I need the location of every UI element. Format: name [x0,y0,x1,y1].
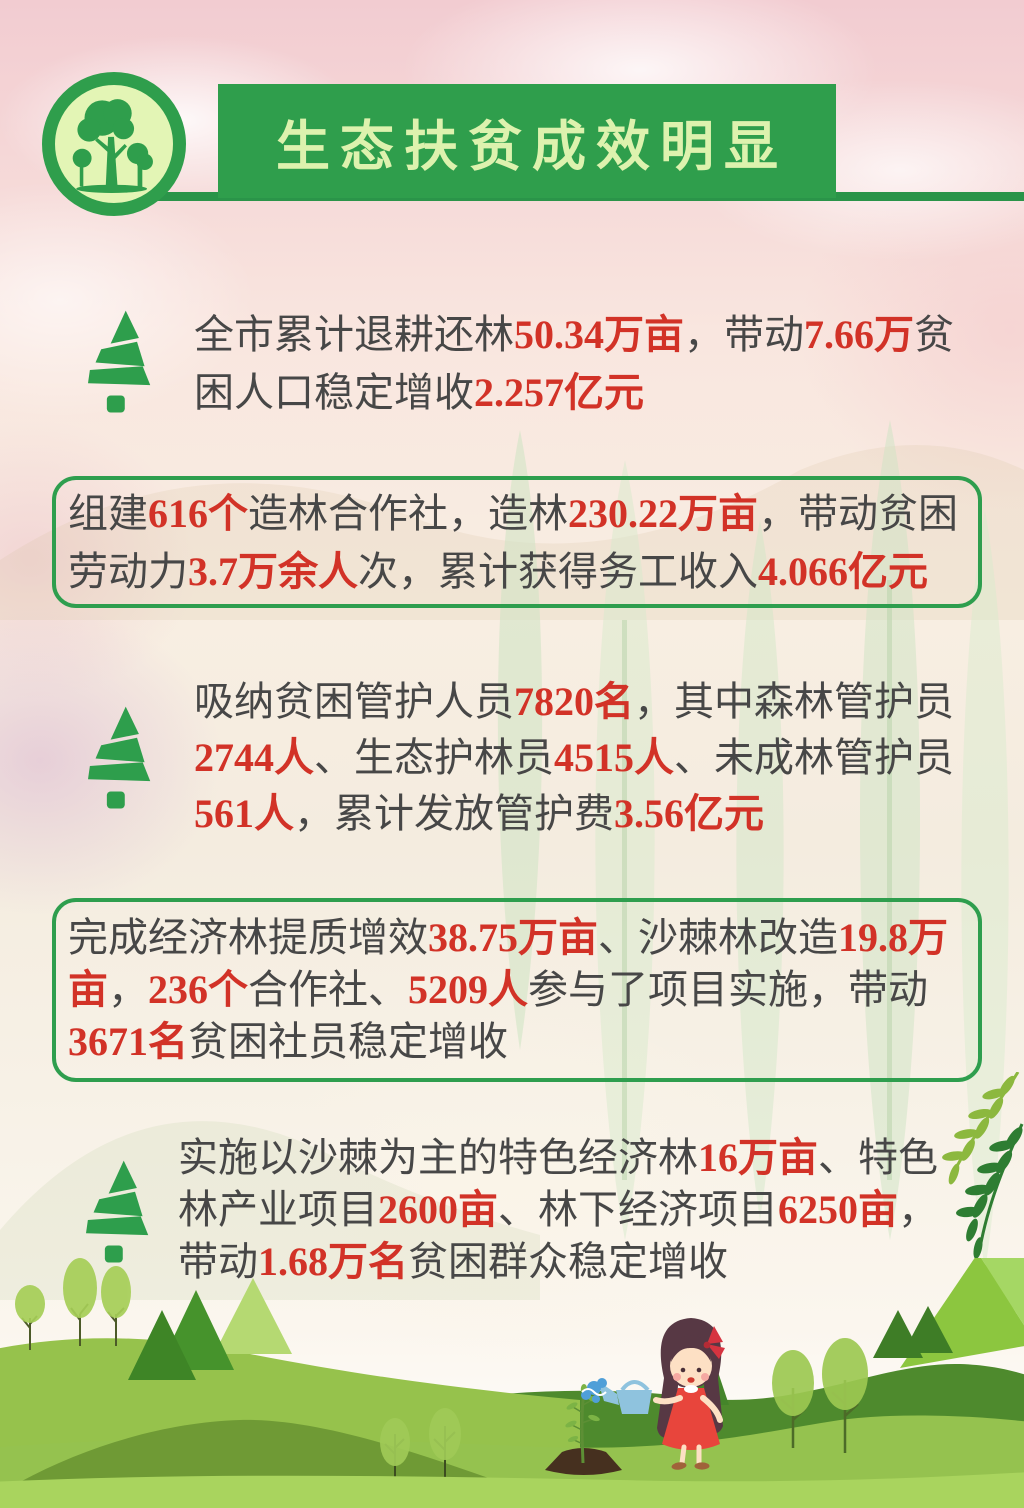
text-line: 2744人、生态护林员4515人、未成林管护员 [194,735,954,780]
girl-left-arm [653,1395,683,1405]
water-splash [581,1378,607,1403]
girl-cheeks [673,1373,709,1381]
text-line: 林产业项目2600亩、林下经济项目6250亩， [178,1187,938,1232]
left-oval-trees-crowns [15,1258,131,1323]
text-line: 3671名贫困社员稳定增收 [68,1019,508,1064]
stat-text-3: 吸纳贫困管护人员7820名，其中森林管护员 2744人、生态护林员4515人、未成… [194,674,954,842]
text-line: 组建616个造林合作社，造林230.22万亩，带动贫困 [68,491,958,536]
girl-legs [679,1444,702,1466]
right-round-trees [772,1338,868,1453]
pine-tree-icon [88,310,151,413]
foreground-grass [0,1472,1024,1508]
girl-right-arm [700,1395,723,1423]
stat-box-2: 完成经济林提质增效38.75万亩、沙棘林改造19.8万 亩，236个合作社、520… [52,898,982,1082]
left-pine-cluster [128,1278,292,1380]
text-line: 劳动力3.7万余人次，累计获得务工收入4.066亿元 [68,549,928,594]
girl-mouth [687,1377,695,1383]
stat-text-2: 组建616个造林合作社，造林230.22万亩，带动贫困 劳动力3.7万余人次，累计… [68,485,970,601]
text-line: 困人口稳定增收2.257亿元 [194,370,644,415]
pine-tree-icon [88,706,151,809]
pine-tree-icon [86,1160,149,1263]
mid-left-trees [380,1408,461,1490]
faded-cypress-trees [497,420,1009,1270]
stat-text-5: 实施以沙棘为主的特色经济林16万亩、特色 林产业项目2600亩、林下经济项目625… [178,1132,938,1288]
girl-hair-bow [703,1326,725,1359]
text-line: 带动1.68万名贫困群众稳定增收 [178,1239,728,1284]
text-line: 吸纳贫困管护人员7820名，其中森林管护员 [194,679,954,724]
olive-mound [20,1419,500,1482]
girl-collar [684,1385,698,1393]
leaf-branch-icon [942,1072,1024,1259]
girl-watering-illustration [581,1318,725,1470]
girl-shoes [671,1462,710,1470]
girl-bangs [671,1335,711,1362]
watering-can-icon [581,1378,652,1414]
text-line: 实施以沙棘为主的特色经济林16万亩、特色 [178,1135,938,1180]
page-title: 生态扶贫成效明显 [276,116,788,177]
bottom-landscape-illustration [0,1258,1024,1508]
stat-text-1: 全市累计退耕还林50.34万亩，带动7.66万贫 困人口稳定增收2.257亿元 [194,306,954,422]
text-line: 完成经济林提质增效38.75万亩、沙棘林改造19.8万 [68,915,948,960]
stat-box-1: 组建616个造林合作社，造林230.22万亩，带动贫困 劳动力3.7万余人次，累计… [52,476,982,608]
text-line: 561人，累计发放管护费3.56亿元 [194,791,764,836]
girl-eyes [680,1367,702,1373]
text-line: 亩，236个合作社、5209人参与了项目实施，带动 [68,967,928,1012]
text-line: 全市累计退耕还林50.34万亩，带动7.66万贫 [194,312,954,357]
right-mountain-peaks [873,1258,1024,1368]
header-banner: 生态扶贫成效明显 [218,84,836,198]
trees-logo-icon [42,72,186,216]
stat-text-4: 完成经济林提质增效38.75万亩、沙棘林改造19.8万 亩，236个合作社、520… [68,912,970,1068]
